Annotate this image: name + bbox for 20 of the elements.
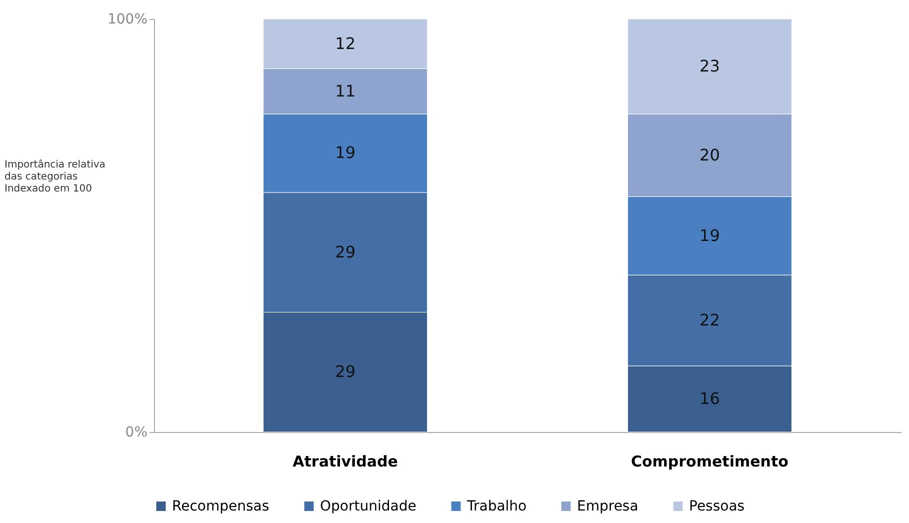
y-axis-title: Importância relativa das categorias Indexado em 100 [4, 160, 106, 194]
data-label: 29 [335, 362, 356, 382]
legend-label: Recompensas [172, 498, 270, 514]
data-label: 23 [700, 56, 720, 76]
data-label: 11 [335, 81, 356, 100]
data-label: 12 [335, 34, 356, 53]
data-label: 16 [700, 388, 720, 408]
x-tick-label: Comprometimento [630, 452, 788, 470]
data-label: 19 [335, 143, 356, 162]
legend-label: Pessoas [689, 498, 745, 514]
legend-label: Trabalho [466, 498, 527, 514]
y-tick-label: 100% [107, 12, 148, 28]
data-label: 20 [700, 145, 720, 164]
data-label: 19 [700, 226, 720, 245]
legend-label: Oportunidade [320, 498, 416, 514]
data-label: 29 [335, 242, 356, 262]
legend-label: Empresa [577, 498, 638, 514]
data-label: 22 [700, 310, 720, 330]
y-tick-label: 0% [125, 424, 148, 440]
x-tick-label: Atratividade [292, 452, 398, 470]
